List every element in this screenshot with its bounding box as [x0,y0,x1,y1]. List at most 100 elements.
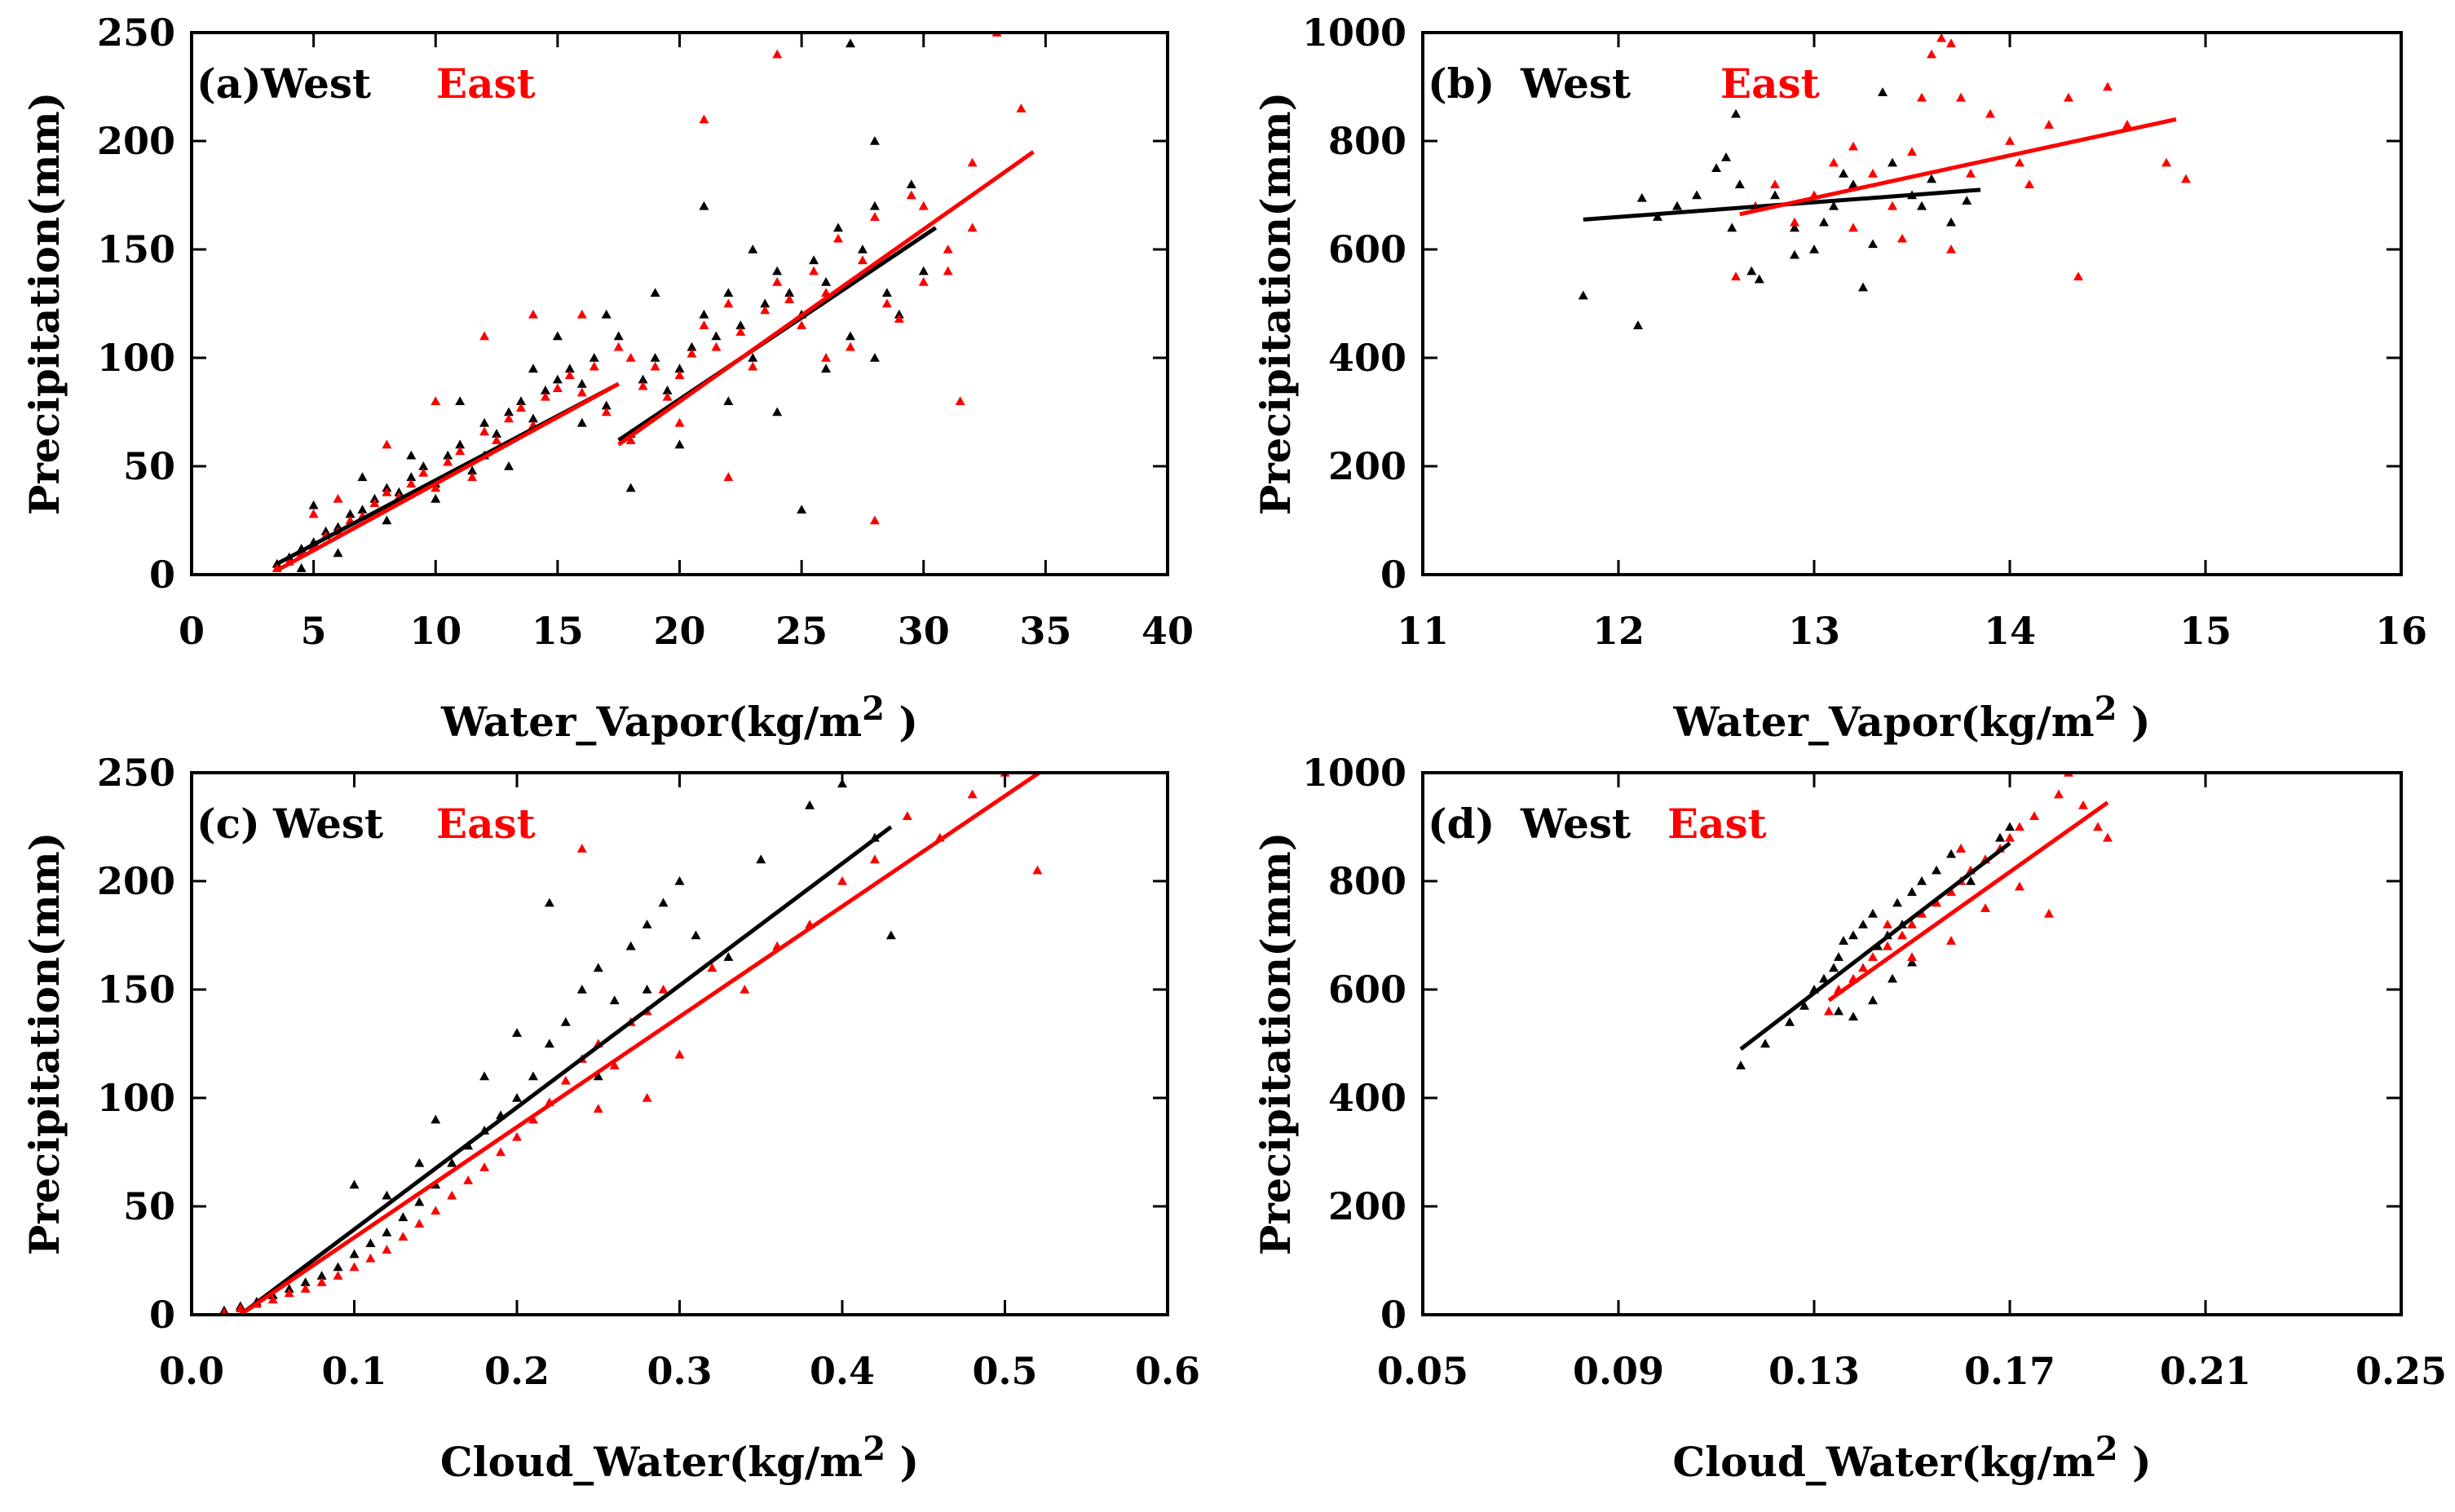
series-east [1731,33,2191,281]
data-point-east [735,327,746,336]
data-point-east [431,483,441,492]
data-point-west [1834,1006,1843,1016]
x-tick-label: 0.3 [647,1349,712,1393]
data-point-east [642,1093,652,1102]
data-point-west [418,461,429,470]
data-point-west [772,407,783,417]
data-point-west [345,509,355,518]
data-point-east [479,426,490,436]
data-point-east [1946,38,1956,48]
data-point-east [760,305,770,315]
data-point-west [756,854,766,864]
data-point-west [650,353,660,362]
data-point-west [1839,168,1848,178]
data-point-east [1927,49,1936,59]
data-point-east [414,1219,425,1228]
data-point-east [504,413,514,423]
data-point-west [601,309,612,319]
data-point-west [365,1238,376,1248]
data-point-east [333,1271,343,1280]
data-point-west [431,493,441,503]
data-point-west [723,288,734,297]
data-point-east [431,396,441,405]
data-point-west [772,266,783,276]
data-point-west [492,429,502,438]
legend-west: West [1520,800,1631,848]
data-point-east [894,314,904,323]
data-point-east [1956,92,1966,102]
data-point-west [906,179,916,188]
data-point-west [821,276,832,286]
data-point-west [479,1071,490,1081]
data-point-west [576,417,587,427]
data-point-east [2015,157,2024,167]
data-point-east [723,298,734,308]
data-point-west [1868,908,1878,918]
data-point-west [1692,190,1702,200]
data-point-east [1848,223,1858,232]
data-point-east [821,353,832,362]
data-point-east [625,353,636,362]
data-point-west [1721,152,1731,161]
x-tick-label: 25 [775,609,828,653]
x-tick-label: 11 [1397,609,1449,653]
data-point-west [674,439,685,449]
x-tick-label: 15 [532,609,584,653]
legend-east: East [1667,800,1767,848]
data-point-west [455,439,466,449]
data-point-west [593,963,603,972]
x-tick-label: 0.21 [2160,1349,2251,1393]
data-point-east [1897,930,1907,940]
data-point-west [1839,936,1848,945]
data-point-west [613,331,624,341]
data-point-east [2181,174,2191,183]
data-point-east [1907,952,1917,961]
data-point-west [1962,196,1972,205]
data-point-west [735,320,746,329]
data-point-west [552,374,563,384]
data-point-west [308,500,319,509]
data-point-west [1858,919,1868,928]
x-tick-label: 0.13 [1768,1349,1860,1393]
data-point-west [1927,174,1936,183]
fit-line-west [1739,841,2011,1051]
y-tick-label: 200 [1328,444,1406,488]
data-point-west [357,505,368,514]
data-point-west [443,450,453,460]
data-point-east [687,348,697,358]
data-point-east [220,1307,228,1315]
data-point-east [674,1049,685,1059]
data-point-west [625,483,636,492]
data-point-east [540,391,550,401]
y-tick-label: 800 [1328,119,1406,163]
x-tick-label: 16 [2375,609,2427,653]
y-tick-label: 100 [97,336,175,380]
data-point-west [642,919,652,928]
data-point-east [869,212,880,221]
data-point-west [1731,108,1741,118]
fit-line-east [617,150,1035,447]
data-point-west [1636,192,1647,202]
data-point-west [576,378,587,388]
data-point-east [967,157,978,167]
y-tick-label: 400 [1328,336,1406,380]
data-point-east [496,1147,506,1157]
x-tick-label: 0 [179,609,205,653]
data-point-east [662,391,673,401]
data-point-east [711,342,722,351]
data-point-east [576,844,587,853]
data-point-west [2005,822,2015,831]
data-point-east [869,854,880,864]
data-point-west [349,1249,360,1259]
data-point-east [833,233,844,243]
y-axis-title: Precipitation(mm) [1252,832,1300,1256]
data-layer [1578,33,2191,329]
panel-0: 0 5 10 15 20 25 30 35 40 0 50 100 150 200 250 Water_Vap… [20,11,1194,746]
data-point-east [2073,271,2083,281]
data-point-west [316,1271,327,1280]
data-point-west [609,995,620,1005]
data-point-west [1785,1016,1795,1026]
data-point-west [512,1093,522,1102]
